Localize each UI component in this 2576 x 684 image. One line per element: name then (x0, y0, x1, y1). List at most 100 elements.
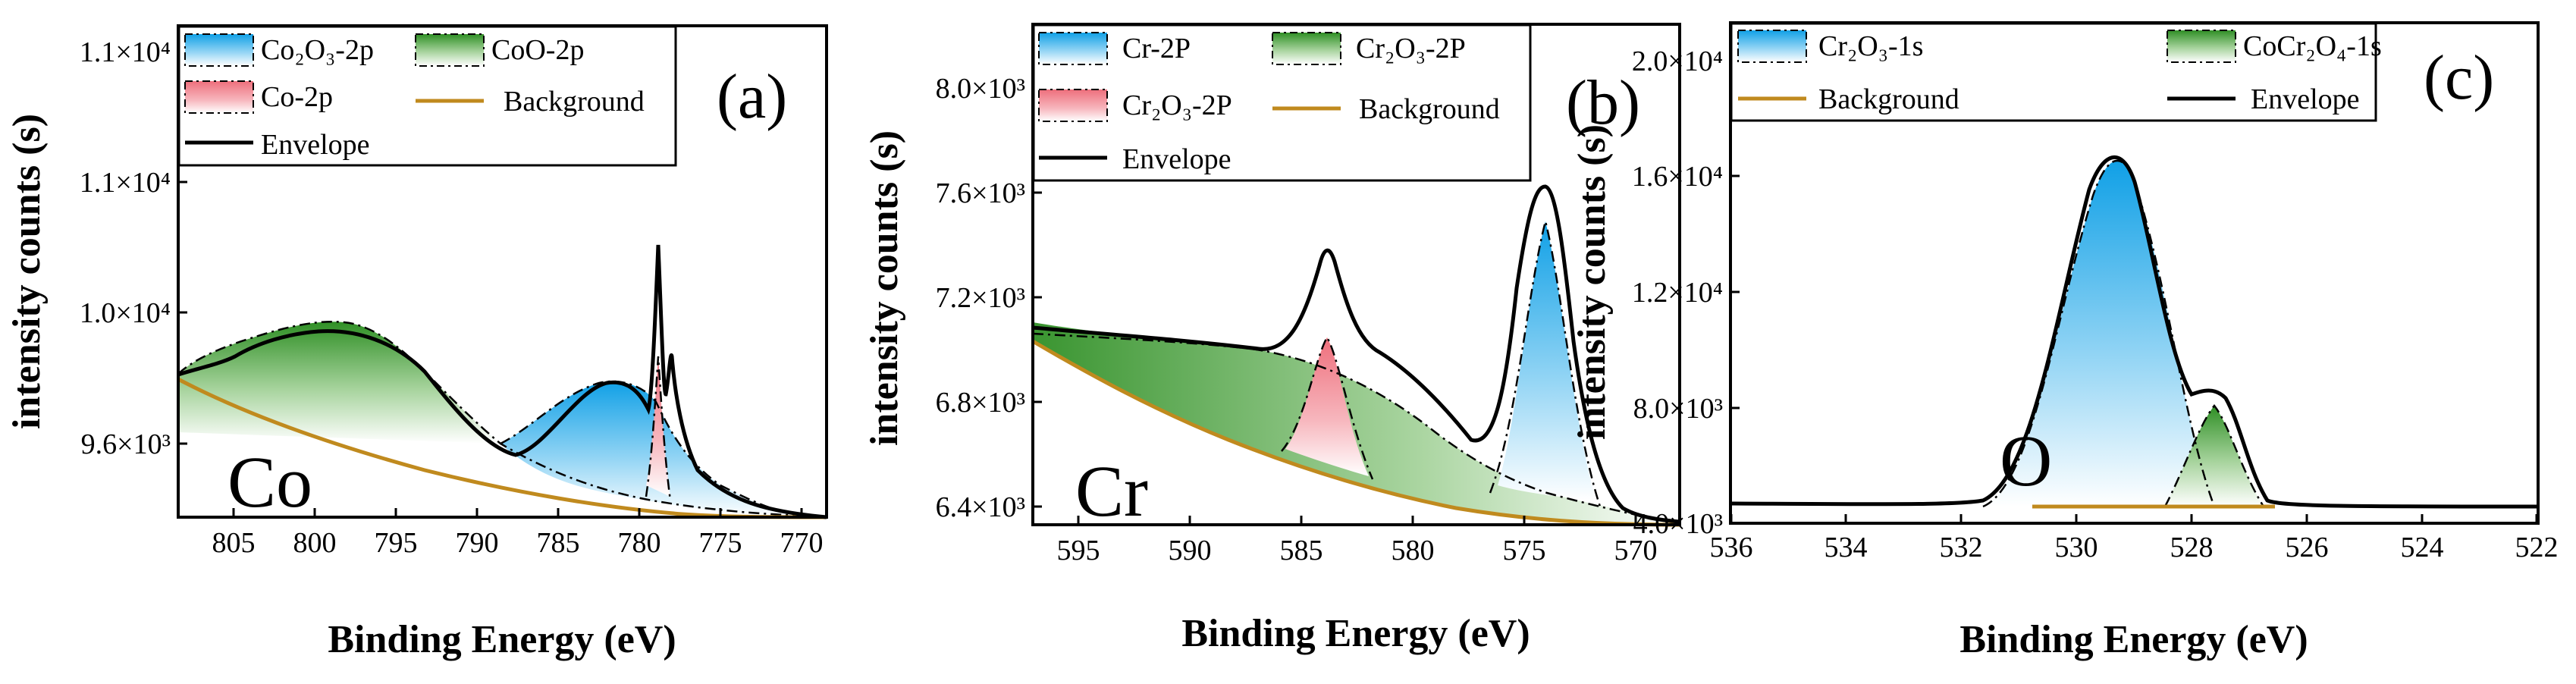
panel-c-cocr2o4-fill (2165, 406, 2264, 507)
panel-a-co-fill (646, 356, 670, 497)
panel-c-element-label: O (2000, 420, 2052, 501)
panel-c-x-tick-label: 522 (2515, 532, 2559, 563)
panel-b-legend-label: Cr-2P (1122, 33, 1191, 64)
panel-a-legend-swatch-co2o3 (184, 33, 254, 67)
panel-a-legend-label: Co₂O₃-2p (261, 34, 374, 66)
panel-b-x-axis-label: Binding Energy (eV) (1181, 612, 1530, 655)
panel-b-legend-label: Cr₂O₃-2P (1356, 33, 1466, 64)
panel-c-legend-label: CoCr₂O₄-1s (2243, 30, 2382, 62)
panel-b-legend: Cr-2P Cr₂O₃-2P Cr₂O₃-2P Background Envel… (1032, 24, 1532, 182)
panel-a-x-tick-label: 795 (375, 527, 418, 559)
panel-b: 595 590 585 580 575 570 6.4×10³ 6.8×10³ … (863, 23, 1681, 655)
panel-c-y-ticks: 4.0×10³ 8.0×10³ 1.2×10⁴ 1.6×10⁴ 2.0×10⁴ (1632, 45, 1740, 540)
panel-a-y-tick-label: 9.6×10³ (81, 428, 171, 460)
panel-c-y-tick-label: 1.6×10⁴ (1632, 161, 1723, 193)
panel-a-co-line (645, 356, 672, 501)
panel-c-legend-box (1730, 22, 2377, 122)
panel-c-x-ticks: 536 534 532 530 528 526 524 522 (1710, 514, 2559, 563)
panel-c-label: (c) (2424, 42, 2494, 113)
panel-b-x-tick-label: 585 (1280, 535, 1323, 566)
panel-c-y-tick-label: 4.0×10³ (1633, 508, 1723, 540)
panel-b-y-tick-label: 6.4×10³ (936, 491, 1025, 523)
panel-c-legend-swatch-cr2o3 (1737, 30, 1807, 63)
panel-c-y-axis-label: intensity counts (s) (1570, 124, 1614, 440)
panel-b-legend-label: Cr₂O₃-2P (1122, 89, 1232, 121)
panel-a-legend-label: Co-2p (261, 81, 333, 113)
panel-b-y-tick-label: 7.6×10³ (936, 177, 1025, 209)
panel-a-legend: Co₂O₃-2p CoO-2p Co-2p Background Envelop… (177, 25, 677, 167)
panel-a-x-axis-label: Binding Energy (eV) (328, 618, 676, 661)
panel-a-envelope-line (177, 244, 827, 519)
panel-a-y-tick-label: 1.0×10⁴ (80, 297, 171, 329)
panel-b-cr2o3-red-line (1281, 335, 1374, 480)
panel-b-legend-swatch-cr2o3-red (1038, 89, 1108, 122)
panel-b-background-line (1031, 339, 1680, 527)
panel-b-cr-fill (1498, 221, 1596, 500)
panel-c-x-axis-label: Binding Energy (eV) (1959, 618, 2308, 661)
panel-b-label: (b) (1566, 67, 1640, 138)
panel-b-element-label: Cr (1075, 450, 1148, 532)
panel-c-y-tick-label: 8.0×10³ (1633, 393, 1723, 425)
panel-c-x-tick-label: 526 (2286, 532, 2329, 563)
panel-a-y-axis-label: intensity counts (s) (5, 114, 49, 429)
panel-b-legend-label: Envelope (1122, 143, 1232, 175)
panel-a-x-tick-label: 800 (293, 527, 337, 559)
panel-a-legend-swatch-coo (415, 33, 485, 67)
panel-a-x-tick-label: 790 (456, 527, 499, 559)
panel-b-y-tick-label: 7.2×10³ (936, 282, 1025, 314)
panel-c-envelope-line (1730, 155, 2539, 509)
panel-c-legend-swatch-cocr2o4 (2167, 30, 2236, 63)
panel-a-legend-label: Envelope (261, 129, 370, 161)
panel-c-legend-label: Cr₂O₃-1s (1818, 30, 1923, 62)
panel-c-y-tick-label: 2.0×10⁴ (1632, 45, 1723, 77)
panel-a-legend-label: CoO-2p (491, 34, 584, 66)
panel-c-x-tick-label: 534 (1825, 532, 1868, 563)
panel-b-legend-label: Background (1359, 93, 1500, 125)
panel-b-cr2o3-red-fill (1285, 337, 1369, 476)
panel-c-plot-area (1730, 155, 2539, 509)
panel-c-cr2o3-fill (1983, 160, 2214, 507)
panel-b-x-ticks: 595 590 585 580 575 570 (1057, 516, 1658, 566)
panel-a: 805 800 795 790 785 780 775 770 9.6×10³ … (5, 24, 828, 661)
panel-a-legend-swatch-co (184, 80, 254, 114)
panel-a-y-tick-label: 1.1×10⁴ (80, 167, 171, 199)
panel-c: 536 534 532 530 528 526 524 522 4.0×10³ … (1570, 21, 2559, 661)
panel-a-x-tick-label: 785 (537, 527, 580, 559)
panel-a-element-label: Co (227, 441, 312, 522)
panel-b-y-tick-label: 8.0×10³ (936, 73, 1025, 105)
panel-b-x-tick-label: 580 (1392, 535, 1435, 566)
panel-b-below-background-mask (1033, 341, 1680, 531)
panel-a-x-tick-label: 780 (618, 527, 661, 559)
panel-c-x-tick-label: 528 (2170, 532, 2214, 563)
panel-c-legend-label: Envelope (2251, 83, 2360, 115)
panel-a-coo-fill (178, 322, 500, 444)
panel-c-cocr2o4-line (2163, 403, 2265, 507)
panel-a-y-tick-label: 1.1×10⁴ (80, 36, 171, 68)
panel-c-x-tick-label: 532 (1940, 532, 1983, 563)
panel-b-y-axis-label: intensity counts (s) (863, 130, 906, 446)
panel-b-y-ticks: 6.4×10³ 6.8×10³ 7.2×10³ 7.6×10³ 8.0×10³ (936, 73, 1042, 523)
panel-b-x-tick-label: 575 (1503, 535, 1546, 566)
panel-b-plot-area (1031, 184, 1680, 531)
panel-b-x-tick-label: 595 (1057, 535, 1100, 566)
panel-c-cr2o3-line (1982, 159, 2216, 508)
panel-c-legend: Cr₂O₃-1s CoCr₂O₄-1s Background Envelope (1730, 22, 2382, 122)
panel-a-coo-line (177, 320, 805, 517)
panel-a-y-ticks: 9.6×10³ 1.0×10⁴ 1.1×10⁴ 1.1×10⁴ (80, 36, 187, 460)
panel-b-legend-swatch-cr (1038, 32, 1108, 65)
panel-c-x-tick-label: 524 (2401, 532, 2444, 563)
panel-b-y-tick-label: 6.8×10³ (936, 387, 1025, 419)
panel-b-x-tick-label: 570 (1614, 535, 1658, 566)
panel-a-label: (a) (717, 61, 787, 132)
panel-b-legend-swatch-cr2o3-green (1272, 32, 1341, 65)
panel-a-x-tick-label: 775 (699, 527, 742, 559)
panel-a-x-tick-label: 770 (780, 527, 824, 559)
panel-a-plot-area (177, 244, 827, 519)
panel-c-x-tick-label: 536 (1710, 532, 1753, 563)
panel-b-cr2o3-green-line (1032, 332, 1680, 525)
panel-a-x-ticks: 805 800 795 790 785 780 775 770 (212, 508, 824, 559)
panel-a-x-tick-label: 805 (212, 527, 256, 559)
panel-b-x-tick-label: 590 (1169, 535, 1212, 566)
panel-b-envelope-line (1032, 184, 1680, 524)
